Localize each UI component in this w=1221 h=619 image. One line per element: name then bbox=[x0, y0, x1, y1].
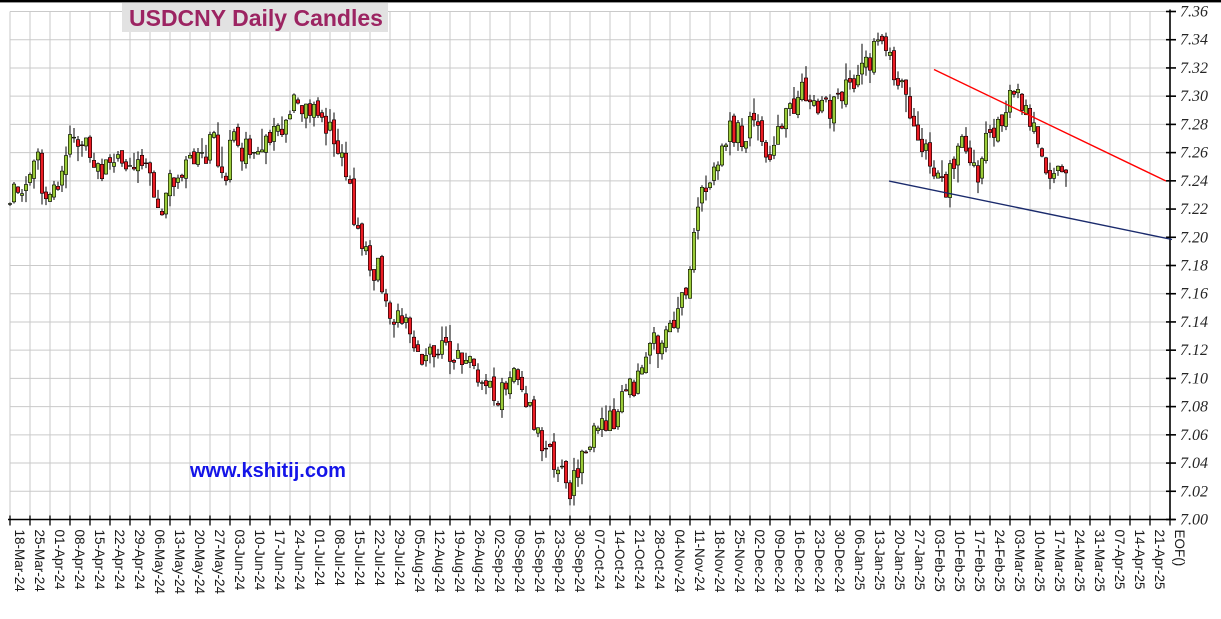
svg-text:01-Apr-24: 01-Apr-24 bbox=[52, 530, 67, 591]
svg-text:7.06: 7.06 bbox=[1180, 427, 1208, 444]
svg-text:20-May-24: 20-May-24 bbox=[192, 530, 207, 595]
svg-text:22-Jul-24: 22-Jul-24 bbox=[372, 530, 387, 587]
svg-text:08-Jul-24: 08-Jul-24 bbox=[332, 530, 347, 587]
svg-text:23-Sep-24: 23-Sep-24 bbox=[552, 530, 567, 594]
svg-text:20-Jan-25: 20-Jan-25 bbox=[892, 530, 907, 591]
svg-text:24-Feb-25: 24-Feb-25 bbox=[992, 530, 1007, 592]
svg-text:7.30: 7.30 bbox=[1180, 88, 1208, 105]
svg-text:7.10: 7.10 bbox=[1180, 370, 1208, 387]
svg-text:7.32: 7.32 bbox=[1180, 60, 1208, 77]
svg-text:29-Apr-24: 29-Apr-24 bbox=[132, 530, 147, 591]
svg-text:03-Feb-25: 03-Feb-25 bbox=[932, 530, 947, 592]
svg-text:7.12: 7.12 bbox=[1180, 342, 1208, 359]
svg-text:14-Oct-24: 14-Oct-24 bbox=[612, 530, 627, 591]
svg-text:24-Jun-24: 24-Jun-24 bbox=[292, 530, 307, 591]
svg-text:17-Jun-24: 17-Jun-24 bbox=[272, 530, 287, 591]
svg-text:7.26: 7.26 bbox=[1180, 145, 1208, 162]
svg-text:27-Jan-25: 27-Jan-25 bbox=[912, 530, 927, 591]
svg-text:7.36: 7.36 bbox=[1180, 4, 1208, 21]
svg-text:07-Oct-24: 07-Oct-24 bbox=[592, 530, 607, 591]
svg-text:03-Mar-25: 03-Mar-25 bbox=[1012, 530, 1027, 592]
svg-text:7.14: 7.14 bbox=[1180, 314, 1208, 331]
svg-text:17-Feb-25: 17-Feb-25 bbox=[972, 530, 987, 592]
svg-text:29-Jul-24: 29-Jul-24 bbox=[392, 530, 407, 587]
svg-text:09-Dec-24: 09-Dec-24 bbox=[772, 530, 787, 594]
svg-text:USDCNY Daily Candles: USDCNY Daily Candles bbox=[129, 5, 383, 31]
svg-text:22-Apr-24: 22-Apr-24 bbox=[112, 530, 127, 591]
svg-text:15-Jul-24: 15-Jul-24 bbox=[352, 530, 367, 587]
svg-text:12-Aug-24: 12-Aug-24 bbox=[432, 530, 447, 594]
svg-text:7.24: 7.24 bbox=[1180, 173, 1208, 190]
svg-text:7.28: 7.28 bbox=[1180, 116, 1208, 133]
svg-text:17-Mar-25: 17-Mar-25 bbox=[1052, 530, 1067, 592]
svg-text:EOF(): EOF() bbox=[1172, 530, 1187, 567]
svg-text:04-Nov-24: 04-Nov-24 bbox=[672, 530, 687, 594]
svg-text:13-Jan-25: 13-Jan-25 bbox=[872, 530, 887, 591]
svg-text:30-Sep-24: 30-Sep-24 bbox=[572, 530, 587, 594]
svg-text:www.kshitij.com: www.kshitij.com bbox=[189, 460, 346, 482]
svg-text:01-Jul-24: 01-Jul-24 bbox=[312, 530, 327, 587]
svg-text:24-Mar-25: 24-Mar-25 bbox=[1072, 530, 1087, 592]
svg-text:08-Apr-24: 08-Apr-24 bbox=[72, 530, 87, 591]
svg-text:31-Mar-25: 31-Mar-25 bbox=[1092, 530, 1107, 592]
svg-text:06-Jan-25: 06-Jan-25 bbox=[852, 530, 867, 591]
svg-text:26-Aug-24: 26-Aug-24 bbox=[472, 530, 487, 594]
svg-text:10-Feb-25: 10-Feb-25 bbox=[952, 530, 967, 592]
svg-text:10-Mar-25: 10-Mar-25 bbox=[1032, 530, 1047, 592]
svg-text:05-Aug-24: 05-Aug-24 bbox=[412, 530, 427, 594]
svg-text:7.20: 7.20 bbox=[1180, 229, 1208, 246]
svg-text:7.34: 7.34 bbox=[1180, 32, 1208, 49]
svg-text:25-Mar-24: 25-Mar-24 bbox=[32, 530, 47, 593]
svg-text:7.16: 7.16 bbox=[1180, 286, 1208, 303]
svg-text:14-Apr-25: 14-Apr-25 bbox=[1132, 530, 1147, 590]
svg-text:21-Oct-24: 21-Oct-24 bbox=[632, 530, 647, 591]
svg-text:7.02: 7.02 bbox=[1180, 483, 1208, 500]
svg-text:7.22: 7.22 bbox=[1180, 201, 1208, 218]
svg-text:30-Dec-24: 30-Dec-24 bbox=[832, 530, 847, 594]
svg-text:11-Nov-24: 11-Nov-24 bbox=[692, 530, 707, 593]
svg-text:7.00: 7.00 bbox=[1180, 512, 1208, 529]
svg-text:13-May-24: 13-May-24 bbox=[172, 530, 187, 595]
svg-text:02-Dec-24: 02-Dec-24 bbox=[752, 530, 767, 594]
svg-text:03-Jun-24: 03-Jun-24 bbox=[232, 530, 247, 591]
svg-text:15-Apr-24: 15-Apr-24 bbox=[92, 530, 107, 591]
svg-text:7.18: 7.18 bbox=[1180, 258, 1208, 275]
svg-text:02-Sep-24: 02-Sep-24 bbox=[492, 530, 507, 594]
svg-text:10-Jun-24: 10-Jun-24 bbox=[252, 530, 267, 591]
svg-text:23-Dec-24: 23-Dec-24 bbox=[812, 530, 827, 594]
svg-text:06-May-24: 06-May-24 bbox=[152, 530, 167, 595]
svg-text:28-Oct-24: 28-Oct-24 bbox=[652, 530, 667, 591]
svg-text:7.04: 7.04 bbox=[1180, 455, 1208, 472]
svg-text:19-Aug-24: 19-Aug-24 bbox=[452, 530, 467, 594]
svg-text:21-Apr-25: 21-Apr-25 bbox=[1152, 530, 1167, 590]
svg-text:18-Nov-24: 18-Nov-24 bbox=[712, 530, 727, 594]
svg-text:27-May-24: 27-May-24 bbox=[212, 530, 227, 595]
svg-text:25-Nov-24: 25-Nov-24 bbox=[732, 530, 747, 594]
svg-text:07-Apr-25: 07-Apr-25 bbox=[1112, 530, 1127, 590]
svg-text:09-Sep-24: 09-Sep-24 bbox=[512, 530, 527, 594]
svg-text:16-Sep-24: 16-Sep-24 bbox=[532, 530, 547, 594]
svg-text:16-Dec-24: 16-Dec-24 bbox=[792, 530, 807, 594]
svg-text:18-Mar-24: 18-Mar-24 bbox=[12, 530, 27, 593]
svg-text:7.08: 7.08 bbox=[1180, 399, 1208, 416]
